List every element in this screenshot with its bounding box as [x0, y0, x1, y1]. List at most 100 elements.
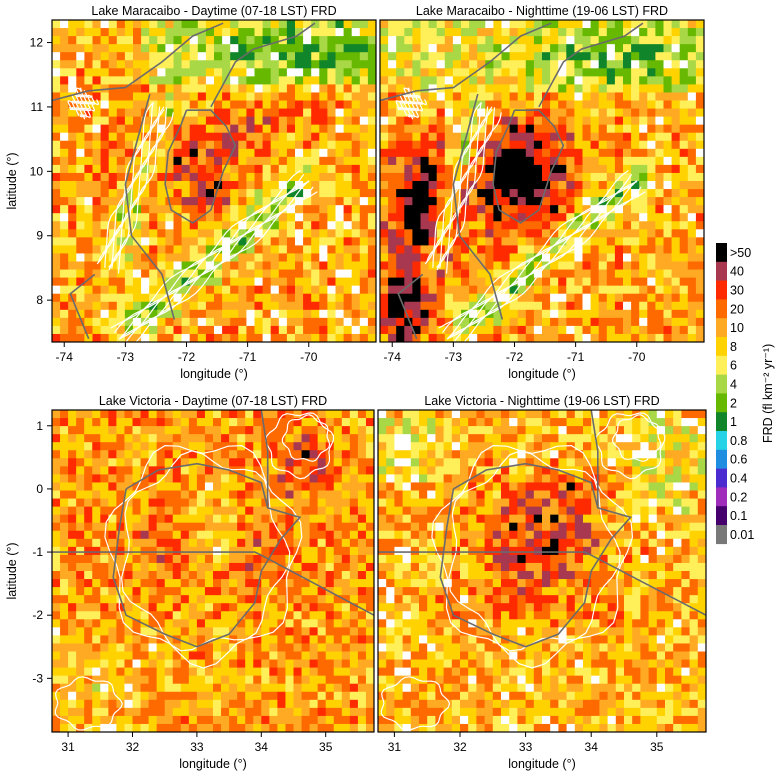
heatmap-cell — [262, 52, 272, 61]
heatmap-cell — [550, 189, 559, 198]
heatmap-cell — [574, 20, 583, 29]
heatmap-cell — [394, 699, 403, 709]
heatmap-cell — [285, 530, 294, 540]
heatmap-cell — [157, 148, 166, 158]
heatmap-cell — [309, 434, 319, 443]
heatmap-cell — [493, 213, 502, 222]
heatmap-cell — [309, 522, 319, 532]
heatmap-cell — [156, 514, 166, 524]
heatmap-cell — [671, 245, 681, 254]
heatmap-cell — [325, 554, 335, 564]
heatmap-cell — [333, 442, 343, 451]
heatmap-cell — [359, 261, 369, 270]
heatmap-cell — [286, 132, 296, 142]
heatmap-grid — [378, 410, 706, 732]
heatmap-cell — [181, 333, 191, 342]
heatmap-cell — [116, 546, 125, 556]
heatmap-cell — [84, 571, 93, 580]
heatmap-cell — [333, 659, 343, 668]
heatmap-cell — [655, 28, 664, 37]
heatmap-cell — [254, 44, 263, 53]
heatmap-cell — [246, 28, 255, 37]
heatmap-cell — [68, 450, 77, 459]
heatmap-cell — [222, 124, 231, 134]
heatmap-cell — [295, 84, 304, 93]
heatmap-cell — [133, 253, 142, 262]
heatmap-cell — [262, 181, 272, 190]
heatmap-cell — [359, 301, 369, 311]
heatmap-cell — [623, 269, 632, 278]
heatmap-cell — [180, 675, 190, 685]
heatmap-cell — [108, 595, 117, 604]
heatmap-cell — [84, 124, 93, 134]
heatmap-cell — [614, 301, 624, 311]
heatmap-cell — [394, 514, 403, 524]
heatmap-cell — [542, 317, 551, 327]
heatmap-cell — [92, 205, 101, 214]
heatmap-cell — [76, 410, 85, 419]
heatmap-cell — [444, 132, 454, 142]
heatmap-cell — [319, 156, 328, 166]
heatmap-cell — [349, 554, 359, 564]
heatmap-cell — [327, 68, 336, 77]
heatmap-cell — [229, 466, 238, 475]
heatmap-cell — [428, 221, 438, 230]
heatmap-cell — [303, 245, 312, 254]
heatmap-cell — [253, 450, 262, 459]
heatmap-cell — [598, 92, 608, 101]
heatmap-cell — [213, 466, 222, 475]
heatmap-cell — [286, 325, 296, 335]
heatmap-cell — [631, 68, 640, 77]
heatmap-cell — [270, 181, 280, 190]
heatmap-cell — [386, 675, 395, 685]
map-panel-4: Lake Victoria - Nighttime (19-06 LST) FR… — [377, 394, 707, 771]
heatmap-cell — [639, 52, 648, 61]
heatmap-cell — [68, 498, 77, 507]
heatmap-cell — [172, 522, 182, 532]
heatmap-cell — [221, 683, 230, 693]
heatmap-cell — [461, 36, 470, 45]
heatmap-cell — [165, 156, 174, 166]
heatmap-cell — [533, 68, 543, 77]
heatmap-cell — [180, 418, 190, 427]
heatmap-cell — [695, 92, 704, 101]
heatmap-cell — [404, 197, 413, 206]
heatmap-cell — [52, 164, 61, 174]
heatmap-cell — [213, 458, 222, 467]
heatmap-cell — [92, 619, 101, 628]
heatmap-cell — [141, 124, 150, 134]
heatmap-cell — [76, 108, 85, 117]
heatmap-cell — [311, 36, 320, 45]
heatmap-cell — [357, 442, 367, 451]
heatmap-cell — [293, 699, 302, 709]
heatmap-cell — [246, 36, 255, 45]
heatmap-cell — [269, 490, 278, 499]
heatmap-cell — [164, 410, 174, 419]
heatmap-cell — [501, 172, 510, 182]
heatmap-cell — [60, 482, 69, 491]
heatmap-cell — [278, 44, 288, 53]
heatmap-cell — [550, 285, 559, 295]
heatmap-cell — [639, 213, 648, 222]
heatmap-cell — [92, 221, 101, 230]
heatmap-cell — [52, 450, 61, 459]
heatmap-cell — [647, 269, 656, 278]
heatmap-cell — [333, 450, 343, 459]
heatmap-cell — [237, 707, 246, 717]
heatmap-cell — [270, 28, 280, 37]
heatmap-cell — [509, 52, 519, 61]
heatmap-cell — [205, 28, 215, 37]
heatmap-cell — [148, 715, 158, 725]
heatmap-cell — [261, 619, 270, 628]
heatmap-cell — [188, 571, 198, 580]
heatmap-cell — [100, 164, 110, 174]
heatmap-cell — [412, 293, 421, 303]
heatmap-cell — [351, 301, 361, 311]
heatmap-cell — [165, 84, 174, 93]
heatmap-cell — [402, 410, 412, 419]
heatmap-cell — [533, 269, 543, 278]
heatmap-cell — [359, 132, 369, 142]
heatmap-cell — [180, 458, 190, 467]
heatmap-cell — [655, 245, 664, 254]
heatmap-cell — [319, 60, 328, 69]
